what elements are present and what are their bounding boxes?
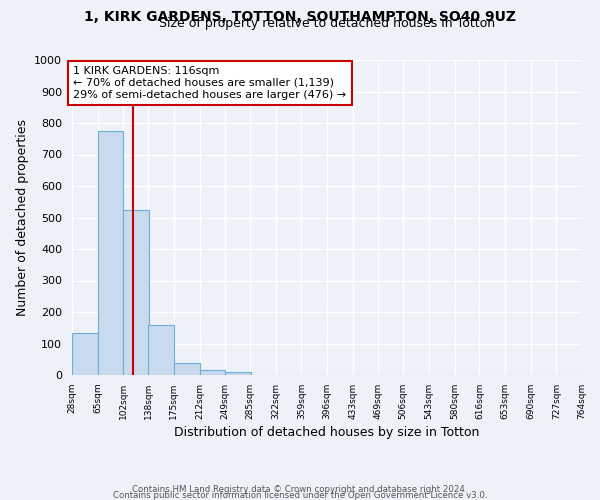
Text: Contains public sector information licensed under the Open Government Licence v3: Contains public sector information licen… (113, 490, 487, 500)
Bar (123, 210, 149, 375)
Title: Size of property relative to detached houses in Totton: Size of property relative to detached ho… (159, 16, 495, 30)
Text: Contains HM Land Registry data © Crown copyright and database right 2024.: Contains HM Land Registry data © Crown c… (132, 484, 468, 494)
Text: 1 KIRK GARDENS: 116sqm
← 70% of detached houses are smaller (1,139)
29% of semi-: 1 KIRK GARDENS: 116sqm ← 70% of detached… (73, 66, 347, 100)
Y-axis label: Number of detached properties: Number of detached properties (16, 119, 29, 316)
Text: 1, KIRK GARDENS, TOTTON, SOUTHAMPTON, SO40 9UZ: 1, KIRK GARDENS, TOTTON, SOUTHAMPTON, SO… (84, 10, 516, 24)
Bar (174, 363, 199, 375)
Bar (98, 131, 123, 375)
Bar (148, 325, 174, 375)
Bar (199, 370, 225, 375)
Bar (72, 333, 98, 375)
X-axis label: Distribution of detached houses by size in Totton: Distribution of detached houses by size … (175, 426, 479, 439)
Bar (225, 372, 251, 375)
